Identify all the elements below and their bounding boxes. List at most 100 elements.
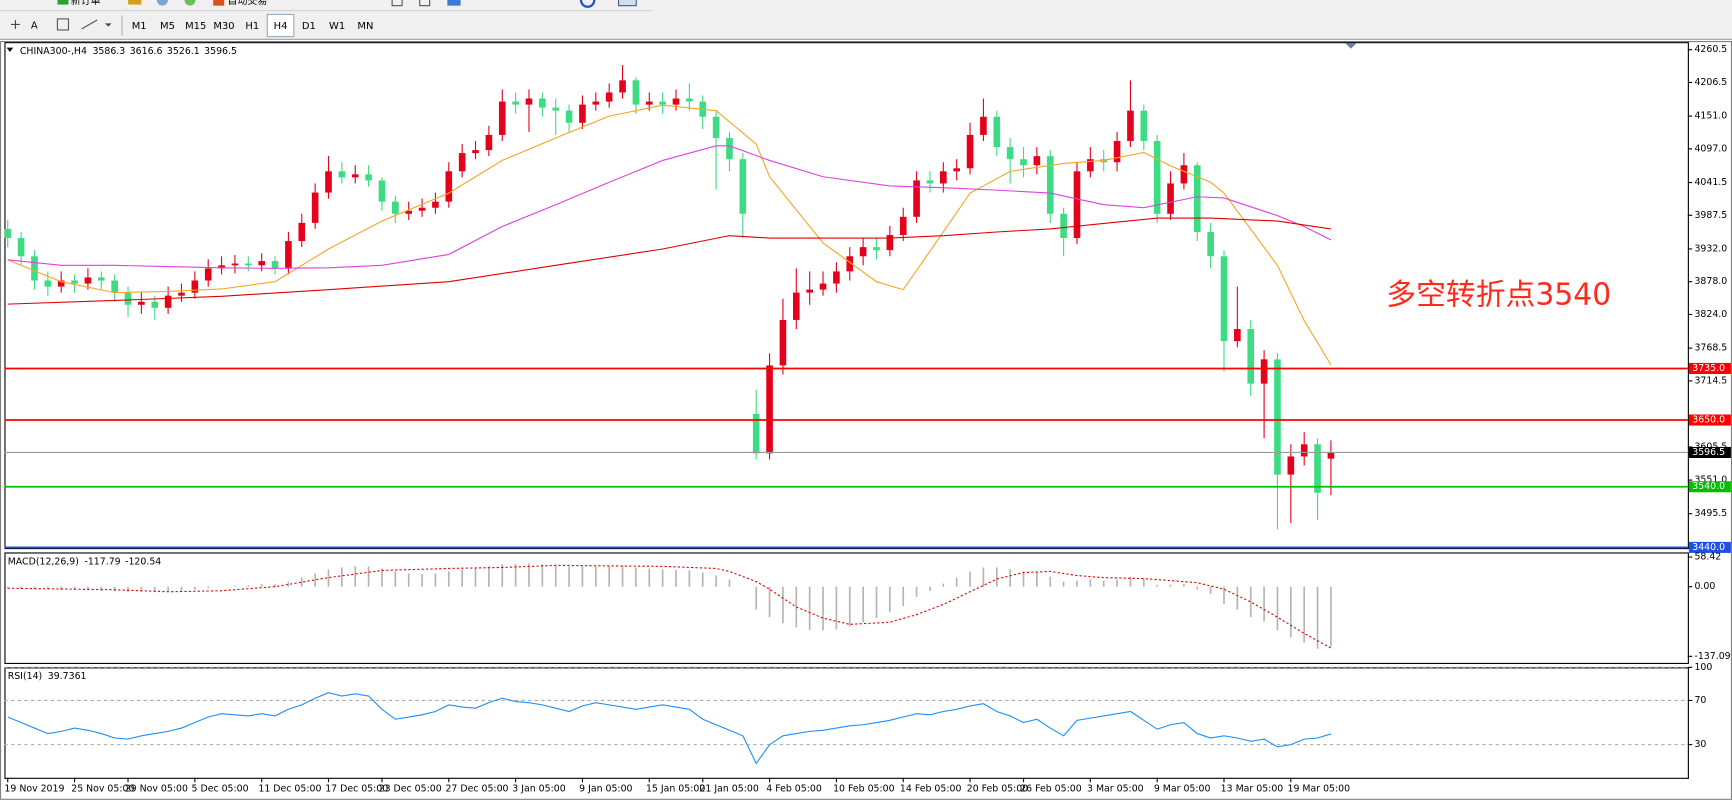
timeframe-button[interactable]: MN bbox=[357, 21, 373, 32]
candle-body bbox=[686, 98, 693, 102]
candle-body bbox=[258, 261, 265, 266]
indicator-title: CHINA300-,H4 bbox=[20, 45, 87, 56]
y-tick-label: 3768.5 bbox=[1694, 343, 1727, 354]
candle-body bbox=[1140, 110, 1148, 141]
y-tick-label: 100 bbox=[1694, 662, 1712, 673]
candle-body bbox=[405, 210, 413, 214]
candle-body bbox=[191, 280, 199, 293]
header-value: -117.79 bbox=[84, 556, 120, 567]
candle-body bbox=[338, 171, 346, 178]
toolbar-icon[interactable] bbox=[128, 0, 142, 5]
toolbar-icon[interactable] bbox=[391, 0, 403, 7]
toolbar-icon[interactable] bbox=[579, 0, 596, 8]
price-label: 3540.0 bbox=[1692, 481, 1725, 492]
candle-body bbox=[418, 207, 426, 211]
x-tick-label: 4 Feb 05:00 bbox=[766, 783, 822, 794]
candle-body bbox=[806, 289, 813, 293]
timeframe-button[interactable]: H1 bbox=[245, 21, 259, 32]
toolbar-icon[interactable] bbox=[618, 0, 637, 7]
candle-body bbox=[552, 107, 560, 111]
candle-body bbox=[886, 235, 894, 251]
candle-body bbox=[1274, 359, 1281, 475]
header-value: 3586.3 bbox=[92, 45, 125, 56]
new-order-icon[interactable] bbox=[57, 0, 69, 5]
candle-body bbox=[31, 256, 38, 281]
timeframe-button[interactable]: W1 bbox=[329, 21, 345, 32]
candle-body bbox=[84, 277, 92, 284]
candle-body bbox=[1314, 444, 1321, 493]
dropdown-arrow[interactable] bbox=[104, 23, 112, 27]
active-timeframe[interactable] bbox=[266, 13, 295, 38]
timeframe-button[interactable]: M5 bbox=[160, 21, 175, 32]
timeframe-button[interactable]: H4 bbox=[274, 21, 288, 32]
candle-body bbox=[218, 265, 225, 269]
panel: 4260.5 4206.5 4151.0 4097.0 4041.5 3987.5 3932… bbox=[4, 42, 1731, 794]
annotation: 多空转折点3540 bbox=[1386, 278, 1611, 313]
candle-body bbox=[351, 174, 359, 178]
candle-body bbox=[1207, 231, 1214, 257]
candle-body bbox=[940, 171, 947, 184]
y-tick-label: 3987.5 bbox=[1694, 210, 1727, 221]
toolbar-icon[interactable] bbox=[419, 0, 431, 7]
candle-body bbox=[1087, 159, 1094, 172]
y-tick-label: -137.09 bbox=[1694, 651, 1730, 662]
y-tick-label: 0.00 bbox=[1694, 581, 1715, 592]
candle-body bbox=[846, 256, 854, 272]
x-tick-label: 29 Nov 05:00 bbox=[125, 783, 188, 794]
candle-body bbox=[365, 174, 372, 181]
candle-body bbox=[111, 280, 118, 293]
timeframe-button[interactable]: M1 bbox=[132, 21, 147, 32]
auto-trade-icon[interactable] bbox=[213, 0, 225, 6]
price-label: 3650.0 bbox=[1692, 415, 1725, 426]
candle-body bbox=[1020, 159, 1027, 166]
timeframe-button[interactable]: D1 bbox=[302, 21, 316, 32]
candle-body bbox=[819, 283, 827, 290]
candle-body bbox=[57, 280, 65, 287]
toolbar-icon[interactable] bbox=[184, 0, 196, 6]
candle-body bbox=[204, 268, 212, 281]
tool-text-label[interactable] bbox=[56, 18, 70, 31]
x-tick-label: 20 Feb 05:00 bbox=[967, 783, 1029, 794]
candle-body bbox=[1006, 147, 1014, 160]
timeframe-button[interactable]: M15 bbox=[185, 21, 206, 32]
candle-body bbox=[4, 228, 12, 239]
candle-body bbox=[71, 280, 78, 284]
y-tick-label: 3551.0 bbox=[1694, 475, 1727, 486]
x-tick-label: 9 Mar 05:00 bbox=[1154, 783, 1211, 794]
x-tick-label: 3 Jan 05:00 bbox=[512, 783, 565, 794]
chart-frame bbox=[0, 41, 1732, 800]
panel-frame bbox=[4, 42, 1689, 550]
candle-body bbox=[579, 104, 586, 123]
toolbar-icon[interactable] bbox=[447, 0, 461, 6]
candle-body bbox=[378, 180, 386, 202]
candle-body bbox=[1220, 256, 1228, 342]
x-tick-label: 17 Dec 05:00 bbox=[325, 783, 388, 794]
x-tick-label: 19 Mar 05:00 bbox=[1288, 783, 1351, 794]
toolbar-button-label[interactable]: 新订单 bbox=[71, 0, 101, 7]
x-tick-label: 27 Dec 05:00 bbox=[445, 783, 508, 794]
y-tick-label: 3495.5 bbox=[1694, 508, 1727, 519]
candle-body bbox=[231, 263, 239, 266]
candle-body bbox=[164, 295, 172, 308]
candle-body bbox=[1327, 452, 1335, 459]
candle-body bbox=[792, 292, 800, 320]
rsi-line bbox=[7, 692, 1332, 765]
toolbar-icon[interactable] bbox=[156, 0, 168, 6]
chart-menu-arrow[interactable] bbox=[6, 47, 14, 53]
candle-body bbox=[445, 171, 453, 202]
price-label-box bbox=[1688, 362, 1731, 374]
candle-body bbox=[1193, 165, 1201, 232]
tool-lines[interactable] bbox=[81, 19, 98, 30]
candle-body bbox=[605, 92, 613, 102]
toolbar-button-label[interactable]: 自动交易 bbox=[228, 0, 268, 7]
candle-body bbox=[472, 150, 479, 154]
price-label: 3596.5 bbox=[1692, 447, 1725, 458]
price-label-box bbox=[1688, 481, 1731, 493]
y-tick-label: 4206.5 bbox=[1694, 77, 1727, 88]
tool-label[interactable]: A bbox=[31, 21, 38, 32]
candle-body bbox=[44, 280, 52, 287]
timeframe-button[interactable]: M30 bbox=[213, 21, 234, 32]
x-tick-label: 19 Nov 2019 bbox=[4, 783, 64, 794]
candle-body bbox=[298, 222, 306, 242]
